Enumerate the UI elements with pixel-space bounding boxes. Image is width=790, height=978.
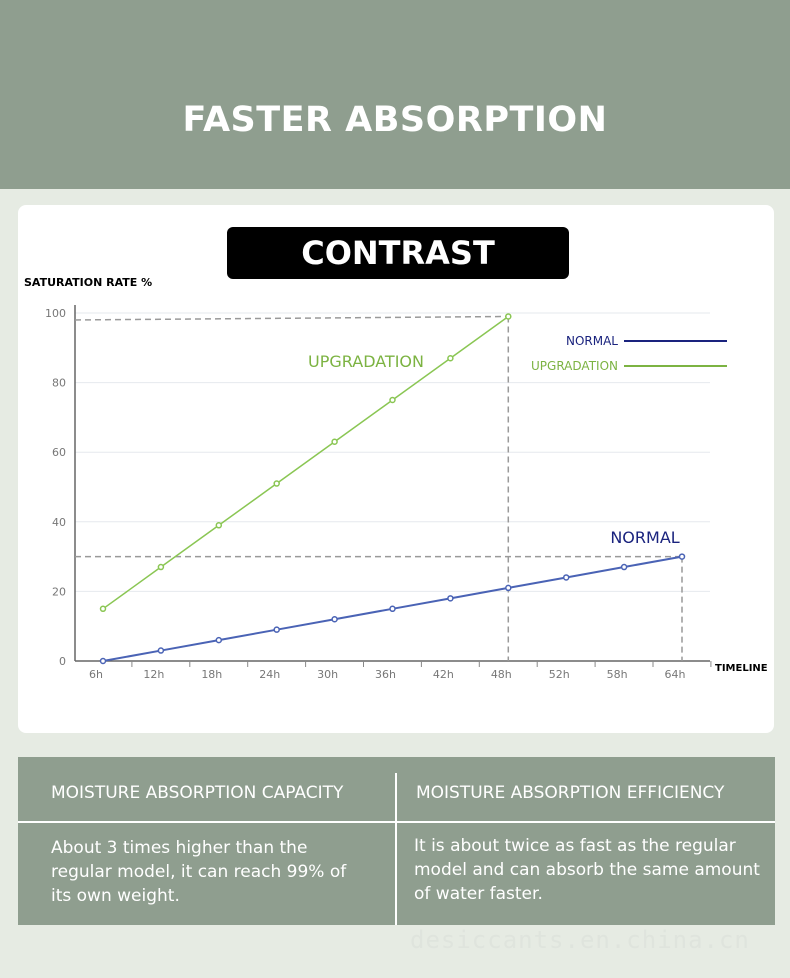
x-axis-label: TIMELINE xyxy=(715,663,768,674)
chart-card xyxy=(18,205,774,733)
normal-data-point xyxy=(215,636,223,644)
y-tick-label: 60 xyxy=(52,446,66,459)
upgradation-data-point xyxy=(505,313,512,320)
upgradation-data-point xyxy=(389,396,396,404)
normal-data-point xyxy=(99,657,107,665)
x-tick-label: 6h xyxy=(89,668,103,681)
legend-upgrade-label: UPGRADATION xyxy=(531,359,618,373)
normal-data-point xyxy=(447,595,454,602)
y-tick-label: 80 xyxy=(52,377,66,390)
header-efficiency: MOISTURE ABSORPTION EFFICIENCY xyxy=(416,783,725,803)
efficiency-text: It is about twice as fast as the regular… xyxy=(414,836,760,904)
header-capacity: MOISTURE ABSORPTION CAPACITY xyxy=(51,783,344,803)
normal-data-point xyxy=(562,574,570,581)
x-tick-label: 18h xyxy=(201,668,222,681)
x-tick-label: 48h xyxy=(491,668,512,681)
page-title: FASTER ABSORPTION xyxy=(182,99,608,140)
y-tick-label: 0 xyxy=(59,655,66,668)
row-divider xyxy=(18,821,775,823)
y-tick-label: 100 xyxy=(45,307,66,320)
normal-data-point xyxy=(331,615,338,623)
normal-data-point xyxy=(273,626,280,633)
normal-data-point xyxy=(505,584,512,592)
watermark: desiccants.en.china.cn xyxy=(410,926,750,954)
upgradation-series-line xyxy=(102,315,509,610)
x-tick-label: 64h xyxy=(665,668,686,681)
x-tick-label: 58h xyxy=(607,668,628,681)
y-axis-label: SATURATION RATE % xyxy=(24,276,152,289)
legend-normal-label: NORMAL xyxy=(566,334,618,348)
comparison-table: MOISTURE ABSORPTION CAPACITY MOISTURE AB… xyxy=(18,757,775,925)
normal-data-point xyxy=(389,605,396,613)
x-tick-label: 42h xyxy=(433,668,454,681)
line-chart: SATURATION RATE % 0 20 40 60 80 100 6h 12h 18h 24h… xyxy=(24,276,768,681)
normal-annotation: NORMAL xyxy=(610,528,679,547)
capacity-text: About 3 times higher than the regular mo… xyxy=(51,838,347,906)
header-banner: FASTER ABSORPTION xyxy=(0,0,790,189)
y-tick-label: 40 xyxy=(52,516,66,529)
y-tick-label: 20 xyxy=(52,585,66,598)
normal-data-point xyxy=(157,647,165,654)
x-tick-label: 12h xyxy=(143,668,164,681)
upgradation-data-point xyxy=(157,563,165,571)
upgradation-data-point xyxy=(447,354,454,362)
upgrade-annotation: UPGRADATION xyxy=(308,352,424,371)
upgradation-data-point xyxy=(99,605,107,613)
reference-line-upgrade-max xyxy=(74,315,509,321)
x-tick-label: 36h xyxy=(375,668,396,681)
upgradation-data-point xyxy=(273,480,280,487)
upgradation-data-point xyxy=(331,438,338,446)
x-tick-label: 24h xyxy=(259,668,280,681)
x-tick-label: 30h xyxy=(317,668,338,681)
contrast-badge: CONTRAST xyxy=(227,227,569,279)
column-divider xyxy=(395,773,397,925)
upgradation-data-point xyxy=(215,522,223,529)
normal-data-point xyxy=(620,563,628,571)
x-tick-label: 52h xyxy=(549,668,570,681)
normal-data-point xyxy=(678,553,686,560)
